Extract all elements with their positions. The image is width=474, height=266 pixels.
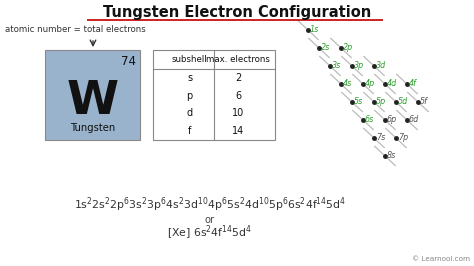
- Text: 5p: 5p: [376, 97, 386, 106]
- Text: 6: 6: [235, 91, 241, 101]
- Text: p: p: [186, 91, 193, 101]
- Text: 3d: 3d: [376, 60, 386, 69]
- Text: 4p: 4p: [365, 78, 375, 88]
- Text: f: f: [188, 126, 191, 136]
- Text: 4f: 4f: [409, 78, 417, 88]
- Text: or: or: [205, 215, 215, 225]
- Text: 6p: 6p: [387, 114, 397, 123]
- Text: 2s: 2s: [321, 43, 330, 52]
- Text: 10: 10: [232, 108, 245, 118]
- Text: 3p: 3p: [354, 60, 364, 69]
- Text: 5s: 5s: [354, 97, 363, 106]
- Bar: [153, 50, 275, 140]
- Text: Tungsten: Tungsten: [70, 123, 115, 133]
- Text: 74: 74: [121, 55, 136, 68]
- Text: 7s: 7s: [376, 132, 385, 142]
- Text: 8s: 8s: [387, 151, 396, 160]
- Text: W: W: [66, 80, 118, 124]
- Text: 14: 14: [232, 126, 245, 136]
- Text: atomic number = total electrons: atomic number = total electrons: [5, 24, 146, 34]
- Text: 4d: 4d: [387, 78, 397, 88]
- Text: 5f: 5f: [420, 97, 428, 106]
- Text: 7p: 7p: [398, 132, 408, 142]
- Text: max. electrons: max. electrons: [207, 55, 270, 64]
- Text: s: s: [187, 73, 192, 83]
- Text: 2p: 2p: [343, 43, 353, 52]
- Text: Tungsten Electron Configuration: Tungsten Electron Configuration: [103, 6, 371, 20]
- Text: 1s: 1s: [310, 24, 319, 34]
- Text: 1s$^2$2s$^2$2p$^6$3s$^2$3p$^6$4s$^2$3d$^{10}$4p$^6$5s$^2$4d$^{10}$5p$^6$6s$^2$4f: 1s$^2$2s$^2$2p$^6$3s$^2$3p$^6$4s$^2$3d$^…: [74, 196, 346, 214]
- Text: 3s: 3s: [332, 60, 341, 69]
- Text: © Learnool.com: © Learnool.com: [412, 256, 470, 262]
- Text: 6s: 6s: [365, 114, 374, 123]
- Text: [Xe] 6s$^2$4f$^{14}$5d$^4$: [Xe] 6s$^2$4f$^{14}$5d$^4$: [167, 224, 253, 242]
- Text: 5d: 5d: [398, 97, 408, 106]
- Text: 2: 2: [235, 73, 242, 83]
- Text: 6d: 6d: [409, 114, 419, 123]
- Text: d: d: [187, 108, 192, 118]
- Text: 4s: 4s: [343, 78, 352, 88]
- Bar: [45, 50, 140, 140]
- Text: subshell: subshell: [172, 55, 208, 64]
